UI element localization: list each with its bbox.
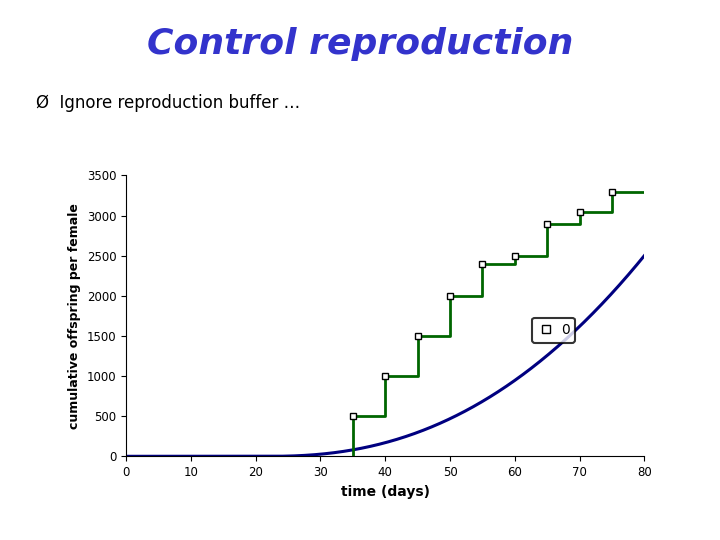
X-axis label: time (days): time (days) xyxy=(341,484,430,498)
Legend: 0: 0 xyxy=(532,318,575,343)
Y-axis label: cumulative offspring per female: cumulative offspring per female xyxy=(68,203,81,429)
Text: Control reproduction: Control reproduction xyxy=(147,27,573,61)
Text: Ø  Ignore reproduction buffer …: Ø Ignore reproduction buffer … xyxy=(36,94,300,112)
